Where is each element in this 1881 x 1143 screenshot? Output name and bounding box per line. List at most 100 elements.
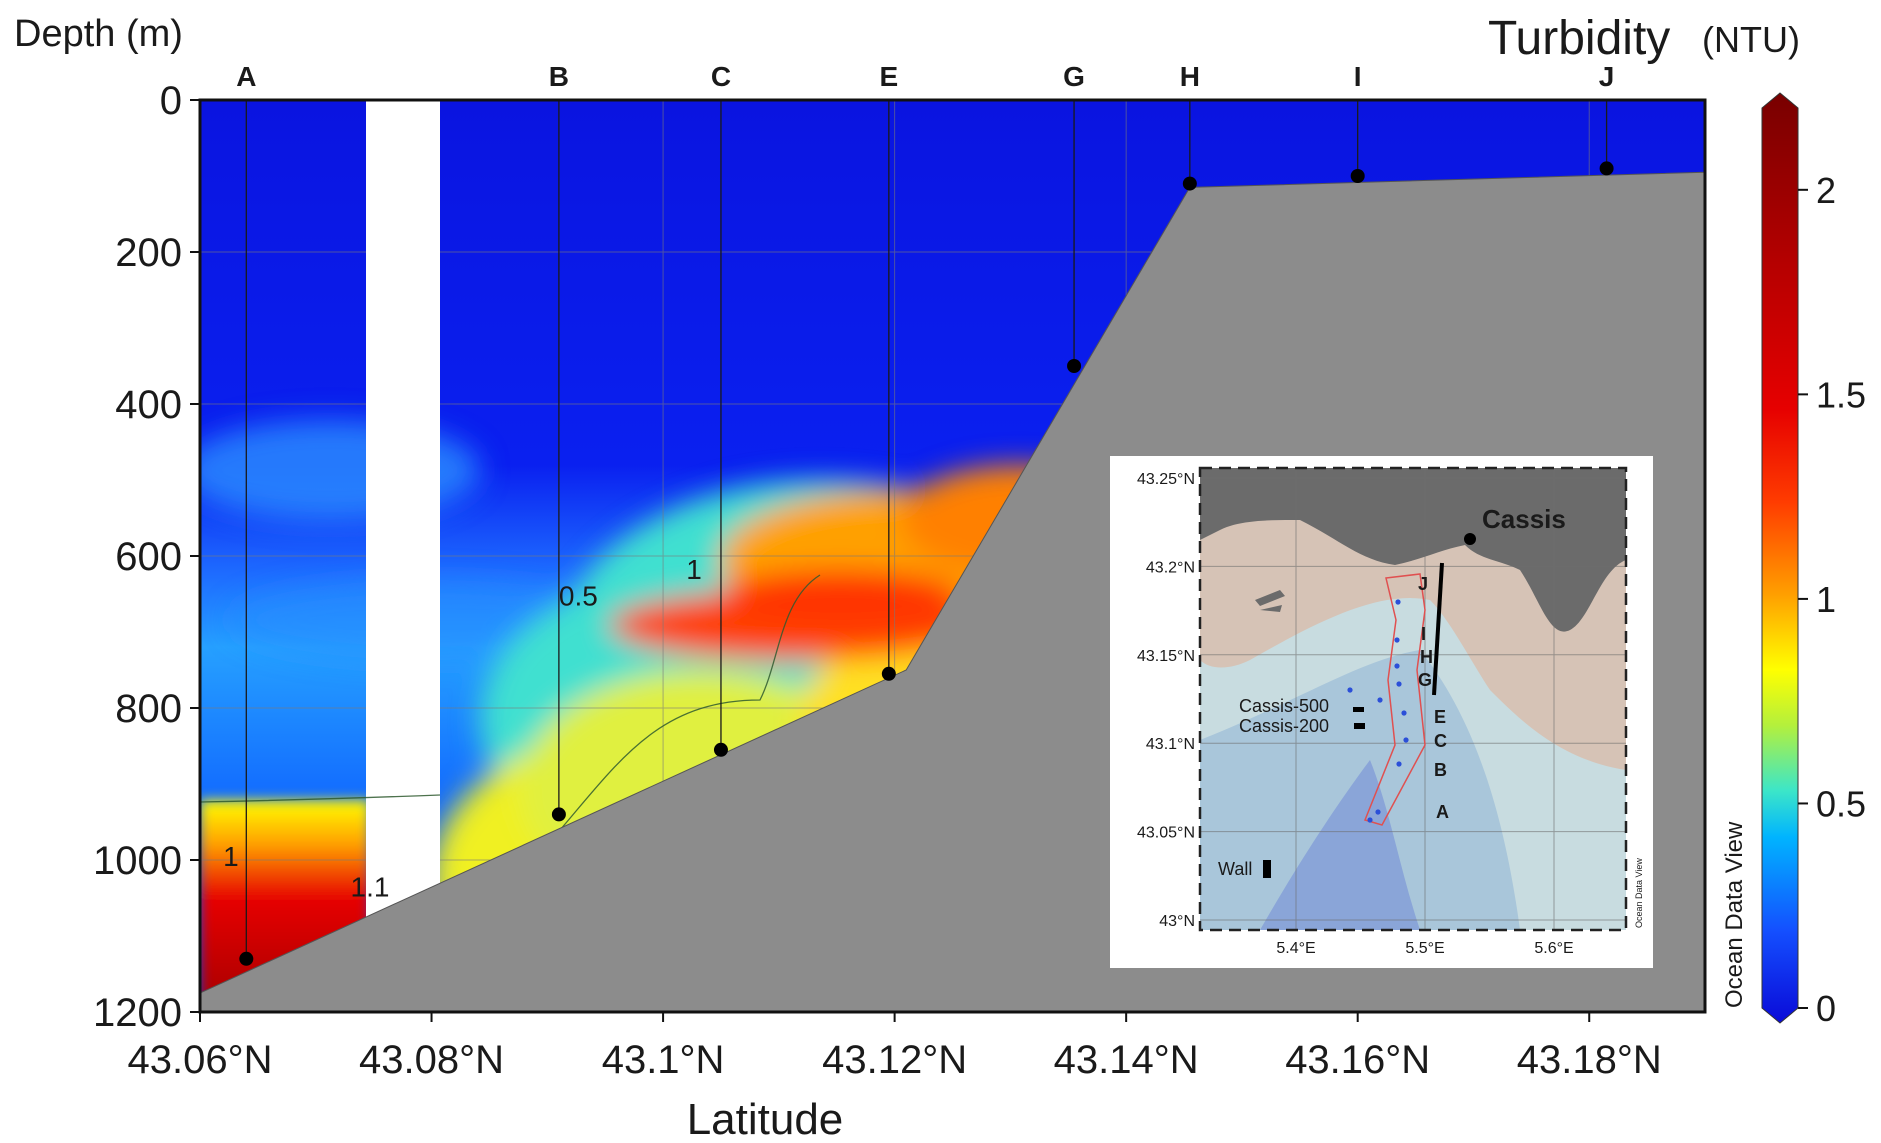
station-bottom-dot-B xyxy=(551,807,566,822)
y-tick-label-4: 800 xyxy=(115,687,182,731)
station-label-A: A xyxy=(236,61,256,92)
colorbar: 0 0.5 1 1.5 2 Turbidity (NTU) Ocean Data Vie… xyxy=(1488,12,1866,1029)
y-tick-label-2: 400 xyxy=(115,383,182,427)
inset-lon-label-2: 5.6°E xyxy=(1534,940,1573,957)
y-tick-label-0: 0 xyxy=(160,79,182,123)
inset-station-dot-4 xyxy=(1377,697,1383,703)
colorbar-unit: (NTU) xyxy=(1702,19,1800,60)
cassis-marker xyxy=(1464,533,1476,545)
y-tick-label-5: 1000 xyxy=(93,839,182,883)
inset-track xyxy=(1363,573,1426,826)
inset-station-label-E: E xyxy=(1434,707,1446,727)
inset-station-label-H: H xyxy=(1420,647,1433,667)
station-bottom-dot-E xyxy=(881,666,896,681)
inset-lat-label-0: 43.25°N xyxy=(1137,471,1195,488)
contour-labels: 0.5 1 1 1.1 xyxy=(223,554,702,903)
station-label-J: J xyxy=(1599,61,1615,92)
y-axis: 0 200 400 600 800 1000 1200 xyxy=(93,79,200,1035)
station-label-E: E xyxy=(879,61,898,92)
x-axis: 43.06°N 43.08°N 43.1°N 43.12°N 43.14°N 43.16°… xyxy=(128,1012,1662,1082)
inset-station-dot-9 xyxy=(1367,817,1373,823)
inset-lon-label-1: 5.5°E xyxy=(1405,940,1444,957)
cassis-200-marker xyxy=(1354,723,1365,729)
inset-lat-label-2: 43.15°N xyxy=(1137,648,1195,665)
inset-station-dot-8 xyxy=(1375,809,1381,815)
station-label-I: I xyxy=(1354,61,1362,92)
colorbar-tick-label-0: 0 xyxy=(1816,988,1836,1029)
y-axis-title: Depth (m) xyxy=(14,13,183,55)
inset-station-label-B: B xyxy=(1434,760,1447,780)
cassis-500-marker xyxy=(1353,707,1364,712)
station-label-G: G xyxy=(1063,61,1085,92)
x-tick-label-4: 43.14°N xyxy=(1054,1038,1199,1082)
colorbar-tick-label-4: 2 xyxy=(1816,170,1836,211)
y-tick-label-3: 600 xyxy=(115,535,182,579)
station-bottom-dot-G xyxy=(1067,359,1082,373)
inset-station-dot-3 xyxy=(1396,681,1402,687)
inset-station-dot-2 xyxy=(1394,663,1400,669)
inset-lat-label-3: 43.1°N xyxy=(1146,736,1195,753)
inset-lat-label-1: 43.2°N xyxy=(1146,559,1195,576)
inset-station-label-G: G xyxy=(1418,670,1432,690)
colorbar-tick-label-2: 1 xyxy=(1816,579,1836,620)
no-data-column xyxy=(366,100,440,1012)
colorbar-title: Turbidity xyxy=(1488,12,1670,65)
ocean-data-view-label: Ocean Data View xyxy=(1721,821,1748,1008)
inset-station-dots xyxy=(1347,599,1409,823)
contour-label-0: 0.5 xyxy=(559,580,598,611)
inset-lat-label-5: 43°N xyxy=(1159,913,1195,930)
station-label-B: B xyxy=(549,61,569,92)
x-tick-label-2: 43.1°N xyxy=(602,1038,725,1082)
station-bottom-dot-J xyxy=(1599,161,1614,176)
inset-map-area xyxy=(1198,466,1628,932)
inset-water-deep xyxy=(1260,760,1420,930)
inset-station-label-C: C xyxy=(1434,731,1447,751)
colorbar-tick-label-1: 0.5 xyxy=(1816,783,1866,824)
inset-station-dot-7 xyxy=(1396,761,1402,767)
inset-station-dot-5 xyxy=(1401,710,1407,716)
inset-station-dot-10 xyxy=(1347,687,1353,693)
inset-station-label-A: A xyxy=(1436,802,1449,822)
x-tick-label-5: 43.16°N xyxy=(1285,1038,1430,1082)
inset-land xyxy=(1200,468,1626,632)
inset-site-wall: Wall xyxy=(1218,859,1252,879)
inset-watermark: Ocean Data View xyxy=(1634,858,1644,928)
inset-map: 43.25°N 43.2°N 43.15°N 43.1°N 43.05°N 43°N 5.… xyxy=(1110,456,1653,968)
colorbar-body xyxy=(1761,92,1799,1024)
x-tick-label-0: 43.06°N xyxy=(128,1038,273,1082)
colorbar-tick-label-3: 1.5 xyxy=(1816,374,1866,415)
inset-frame xyxy=(1198,466,1628,932)
inset-lat-labels: 43.25°N 43.2°N 43.15°N 43.1°N 43.05°N 43°N xyxy=(1137,471,1195,930)
station-label-C: C xyxy=(711,61,731,92)
inset-site-cassis-500: Cassis-500 xyxy=(1239,696,1329,716)
inset-station-label-I: I xyxy=(1421,624,1426,644)
x-tick-label-1: 43.08°N xyxy=(359,1038,504,1082)
station-bottom-dot-H xyxy=(1182,176,1197,191)
inset-lat-label-4: 43.05°N xyxy=(1137,825,1195,842)
inset-station-label-J: J xyxy=(1418,574,1428,594)
y-tick-label-1: 200 xyxy=(115,231,182,275)
station-casts xyxy=(239,100,1614,966)
x-tick-label-6: 43.18°N xyxy=(1517,1038,1662,1082)
station-label-H: H xyxy=(1180,61,1200,92)
x-axis-title: Latitude xyxy=(687,1095,844,1143)
contour-label-1: 1 xyxy=(686,554,702,585)
wall-marker xyxy=(1263,860,1271,878)
inset-site-cassis-200: Cassis-200 xyxy=(1239,716,1329,736)
station-bottom-dot-I xyxy=(1350,169,1365,183)
y-tick-label-6: 1200 xyxy=(93,991,182,1035)
colorbar-ticks: 0 0.5 1 1.5 2 xyxy=(1798,170,1866,1029)
station-bottom-dot-C xyxy=(713,742,728,757)
station-bottom-dot-A xyxy=(239,951,254,966)
inset-station-dot-6 xyxy=(1403,737,1409,743)
contour-label-3: 1.1 xyxy=(351,871,390,902)
inset-place-label: Cassis xyxy=(1482,504,1566,534)
inset-lon-labels: 5.4°E 5.5°E 5.6°E xyxy=(1276,940,1573,957)
inset-station-dot-0 xyxy=(1395,599,1401,605)
inset-station-dot-1 xyxy=(1394,637,1400,643)
x-tick-label-3: 43.12°N xyxy=(822,1038,967,1082)
inset-transect xyxy=(1432,562,1444,696)
